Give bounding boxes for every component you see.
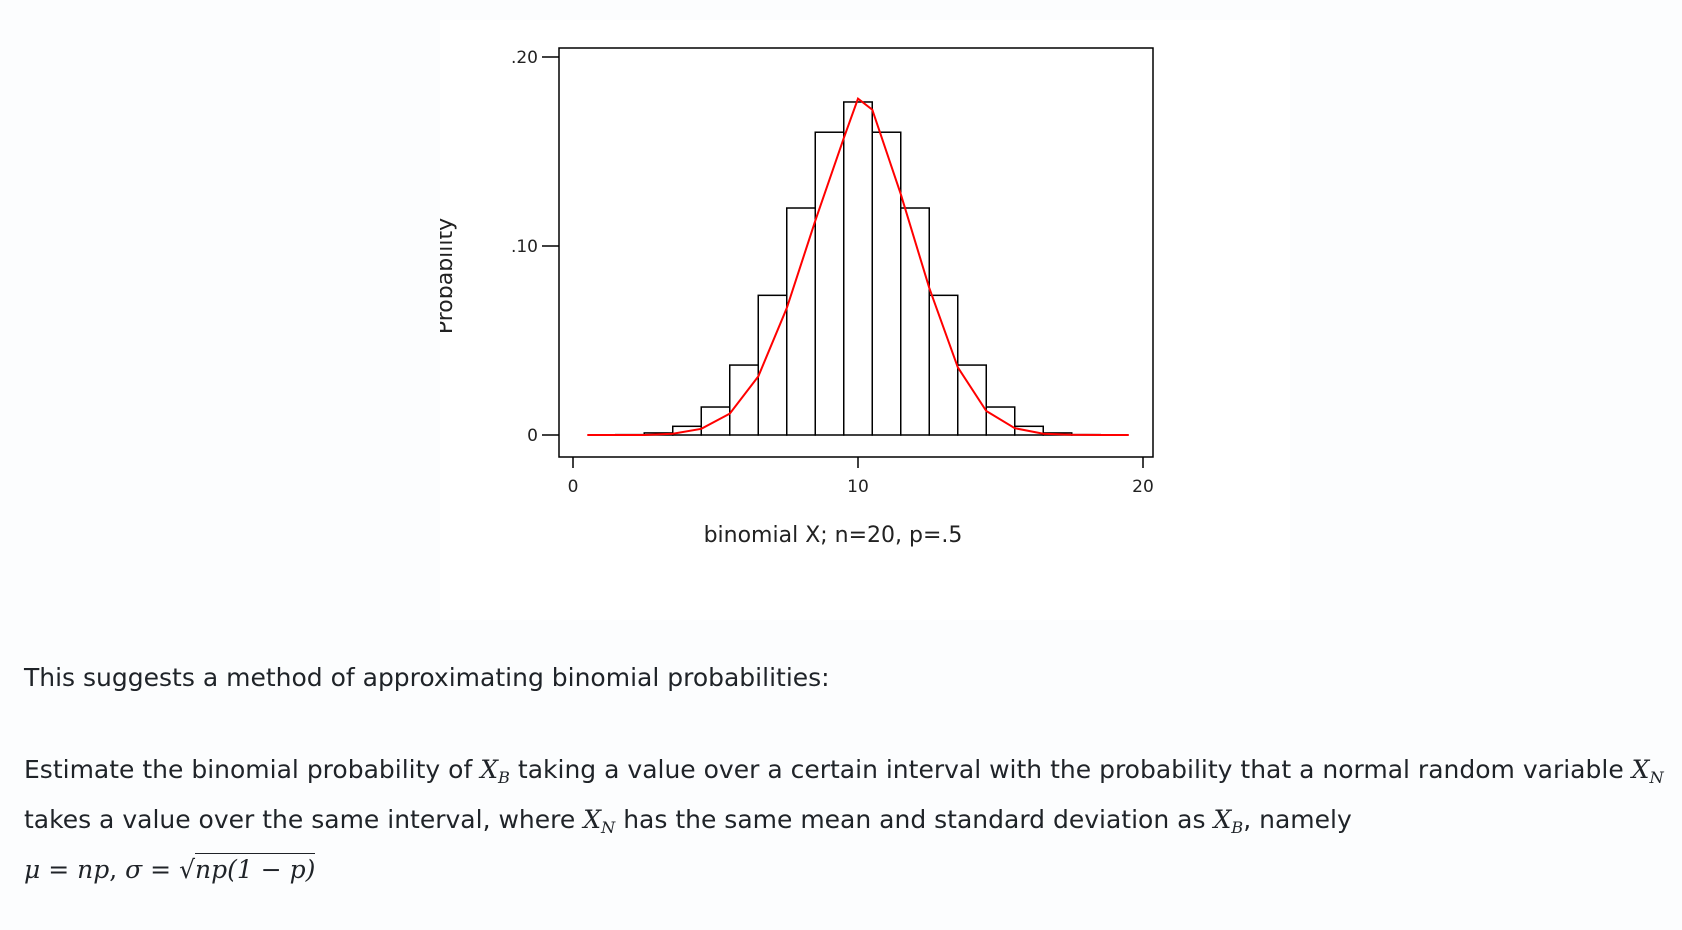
math-formula-mean-sd: μ = np, σ = √np(1 − p): [24, 853, 316, 884]
estimate-text-1: Estimate the binomial probability of: [24, 755, 473, 784]
intro-text: This suggests a method of approximating …: [24, 663, 830, 692]
y-axis-label: Probability: [440, 218, 458, 334]
normal-approximation-line: [587, 96, 1129, 436]
x-tick-label: 10: [847, 477, 869, 497]
y-tick-label: .20: [511, 48, 538, 68]
y-tick-label: .10: [511, 237, 538, 257]
math-x-n-2: XN: [583, 805, 616, 837]
math-x-b-2: XB: [1213, 805, 1244, 837]
histogram-bar: [871, 131, 902, 436]
x-axis-label: binomial X; n=20, p=.5: [704, 523, 963, 548]
x-tick-label: 0: [568, 477, 579, 497]
binomial-histogram-figure: .20 .10 0 0 10 20 Probability binomial X; n=2…: [440, 20, 1290, 620]
x-tick-label: 20: [1132, 477, 1154, 497]
estimate-paragraph: Estimate the binomial probability of XB …: [24, 745, 1664, 895]
estimate-text-4: has the same mean and standard deviation…: [623, 805, 1206, 834]
histogram-bar: [843, 101, 873, 436]
histogram-bar: [928, 294, 959, 436]
histogram-bar: [814, 131, 845, 436]
histogram-bar: [786, 207, 816, 436]
plot-frame: [558, 47, 1154, 458]
estimate-text-2: taking a value over a certain interval w…: [517, 755, 1624, 784]
histogram-bar: [985, 406, 1016, 436]
histogram-chart: .20 .10 0 0 10 20 Probability binomial X; n=2…: [440, 47, 1154, 548]
math-x-b: XB: [480, 755, 510, 787]
histogram-bar: [957, 364, 987, 436]
intro-paragraph: This suggests a method of approximating …: [24, 653, 1664, 703]
histogram-bar: [729, 364, 759, 436]
estimate-text-5: , namely: [1243, 805, 1352, 834]
y-tick-label: 0: [527, 426, 538, 446]
estimate-text-3: takes a value over the same interval, wh…: [24, 805, 576, 834]
math-x-n: XN: [1631, 755, 1664, 787]
